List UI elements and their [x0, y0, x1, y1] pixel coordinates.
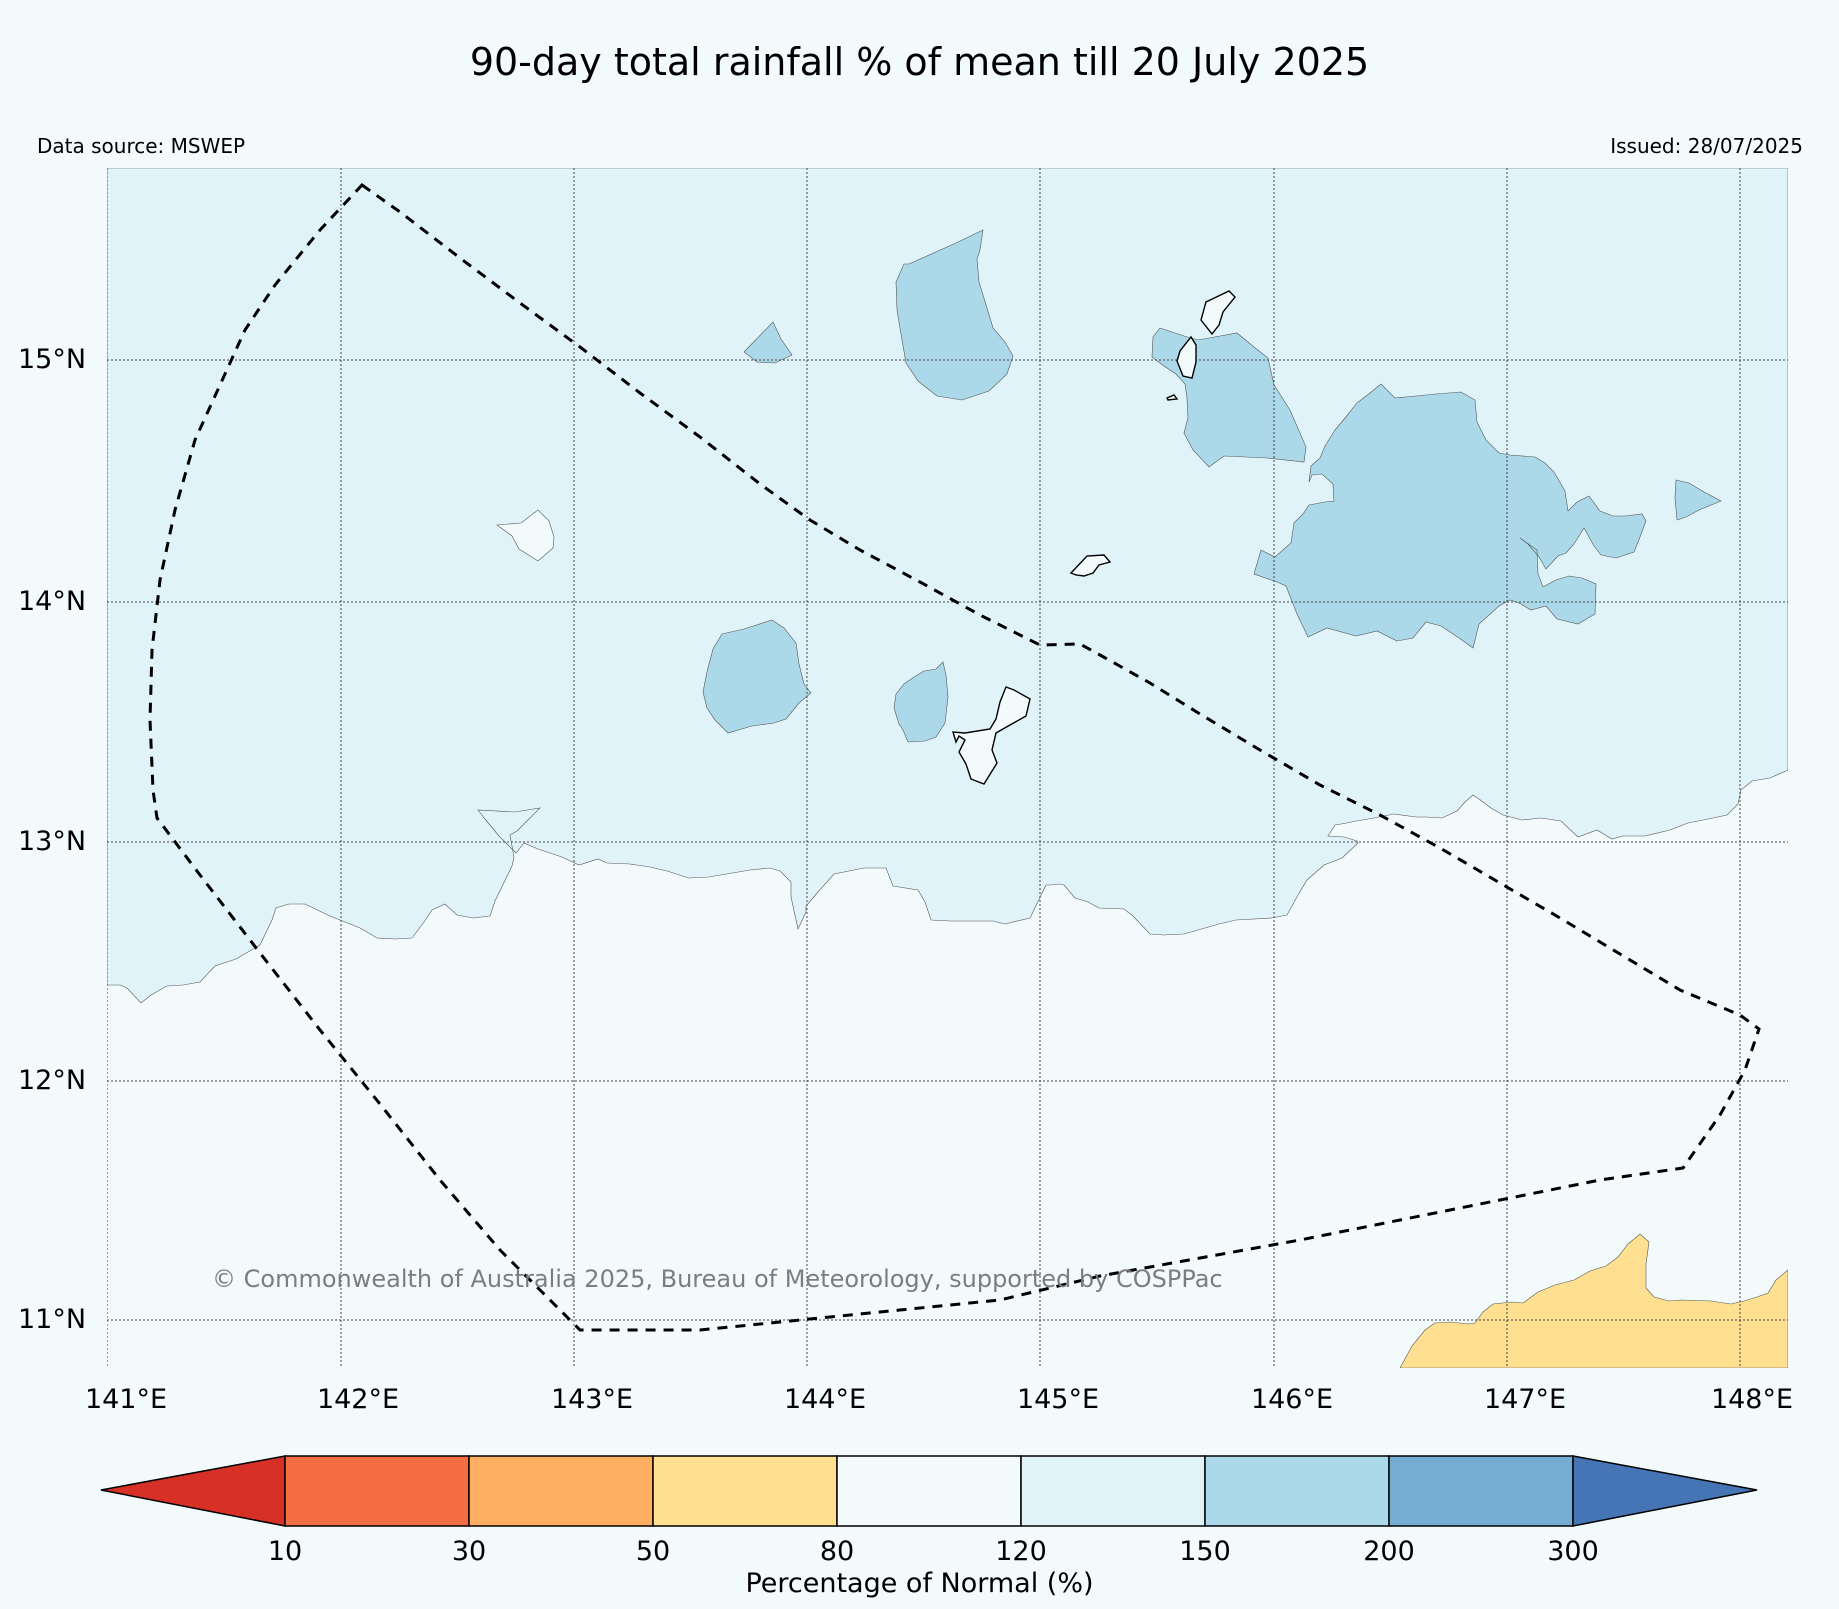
lon-label: 144°E — [783, 1384, 867, 1415]
colorbar-tick: 150 — [1179, 1536, 1231, 1567]
map-title: 90-day total rainfall % of mean till 20 … — [469, 40, 1370, 84]
lat-label: 15°N — [18, 344, 87, 375]
region-boundary — [148, 183, 1761, 1332]
issued-date-label: Issued: 28/07/2025 — [1610, 134, 1803, 158]
colorbar-tick: 10 — [267, 1536, 303, 1567]
island-guam — [952, 686, 1031, 785]
colorbar-swatch-50-80 — [652, 1455, 838, 1527]
colorbar-tick: 50 — [635, 1536, 671, 1567]
rainfall-zone-120-150 — [107, 168, 1788, 1004]
lon-label: 142°E — [316, 1384, 400, 1415]
lat-label: 11°N — [18, 1304, 87, 1335]
lon-label: 143°E — [550, 1384, 634, 1415]
rainfall-zone-150-200 — [1253, 383, 1647, 649]
rainfall-zone-150-200 — [743, 321, 793, 364]
rainfall-zone-150-200 — [895, 229, 1014, 401]
rainfall-zone-150-200 — [1674, 479, 1722, 521]
island-anatahan — [1200, 290, 1236, 336]
lon-label: 141°E — [84, 1384, 168, 1415]
island-small — [1166, 394, 1179, 401]
colorbar-extend-high — [1572, 1455, 1758, 1527]
colorbar-tick: 200 — [1363, 1536, 1415, 1567]
colorbar-swatch-80-120 — [836, 1455, 1022, 1527]
colorbar-tick: 80 — [819, 1536, 855, 1567]
lat-label: 14°N — [18, 586, 87, 617]
colorbar-swatch-150-200 — [1204, 1455, 1390, 1527]
colorbar-swatch-10-30 — [284, 1455, 470, 1527]
lat-label: 12°N — [18, 1065, 87, 1096]
colorbar — [100, 1455, 1758, 1527]
colorbar-label: Percentage of Normal (%) — [745, 1568, 1094, 1599]
rainfall-zone-150-200 — [893, 661, 949, 743]
island-rota — [1069, 554, 1112, 577]
colorbar-tick: 120 — [995, 1536, 1047, 1567]
colorbar-tick: 30 — [451, 1536, 487, 1567]
lon-label: 148°E — [1710, 1384, 1794, 1415]
copyright-notice: © Commonwealth of Australia 2025, Bureau… — [212, 1265, 1223, 1293]
lon-label: 146°E — [1250, 1384, 1334, 1415]
colorbar-extend-low — [100, 1455, 286, 1527]
lat-label: 13°N — [18, 826, 87, 857]
colorbar-swatch-200-300 — [1388, 1455, 1574, 1527]
island-saipan — [1176, 335, 1197, 379]
lon-label: 147°E — [1483, 1384, 1567, 1415]
colorbar-tick: 300 — [1547, 1536, 1599, 1567]
data-source-label: Data source: MSWEP — [37, 134, 246, 158]
rainfall-zone-50-80 — [1399, 1233, 1788, 1368]
lon-label: 145°E — [1016, 1384, 1100, 1415]
rainfall-zone-150-200 — [702, 619, 812, 734]
rainfall-zone-80-120 — [496, 509, 555, 562]
colorbar-swatch-30-50 — [468, 1455, 654, 1527]
colorbar-swatch-120-150 — [1020, 1455, 1206, 1527]
grid-lines — [107, 168, 1788, 1368]
